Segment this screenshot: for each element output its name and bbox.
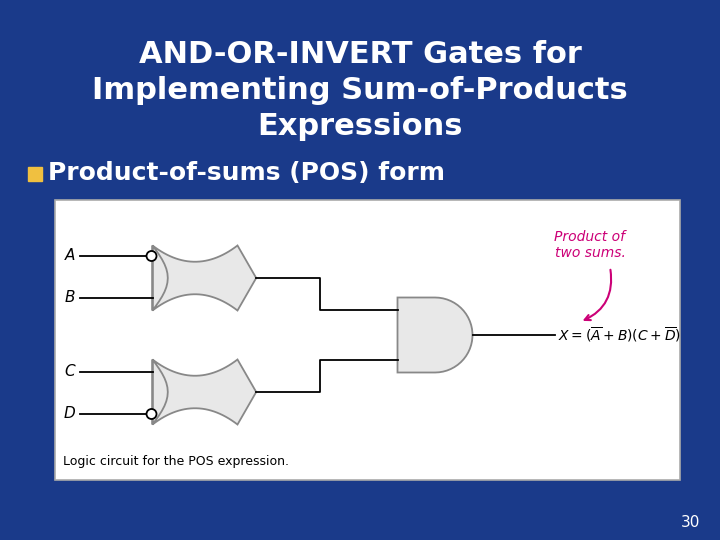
Text: Product of
two sums.: Product of two sums. xyxy=(554,230,626,260)
Text: AND-OR-INVERT Gates for
Implementing Sum-of-Products
Expressions: AND-OR-INVERT Gates for Implementing Sum… xyxy=(92,40,628,141)
Text: C: C xyxy=(64,364,75,380)
Text: 30: 30 xyxy=(680,515,700,530)
Text: Logic circuit for the POS expression.: Logic circuit for the POS expression. xyxy=(63,455,289,468)
Polygon shape xyxy=(153,246,256,310)
Text: B: B xyxy=(65,291,75,306)
Bar xyxy=(55,200,680,480)
Text: $X = (\overline{A} + B)(C + \overline{D})$: $X = (\overline{A} + B)(C + \overline{D}… xyxy=(558,326,681,344)
Circle shape xyxy=(146,409,156,419)
Polygon shape xyxy=(153,360,256,424)
Text: Product-of-sums (POS) form: Product-of-sums (POS) form xyxy=(48,161,445,185)
Polygon shape xyxy=(397,298,472,373)
Text: A: A xyxy=(65,248,75,264)
Text: D: D xyxy=(63,407,75,422)
Bar xyxy=(28,167,42,181)
Circle shape xyxy=(146,251,156,261)
